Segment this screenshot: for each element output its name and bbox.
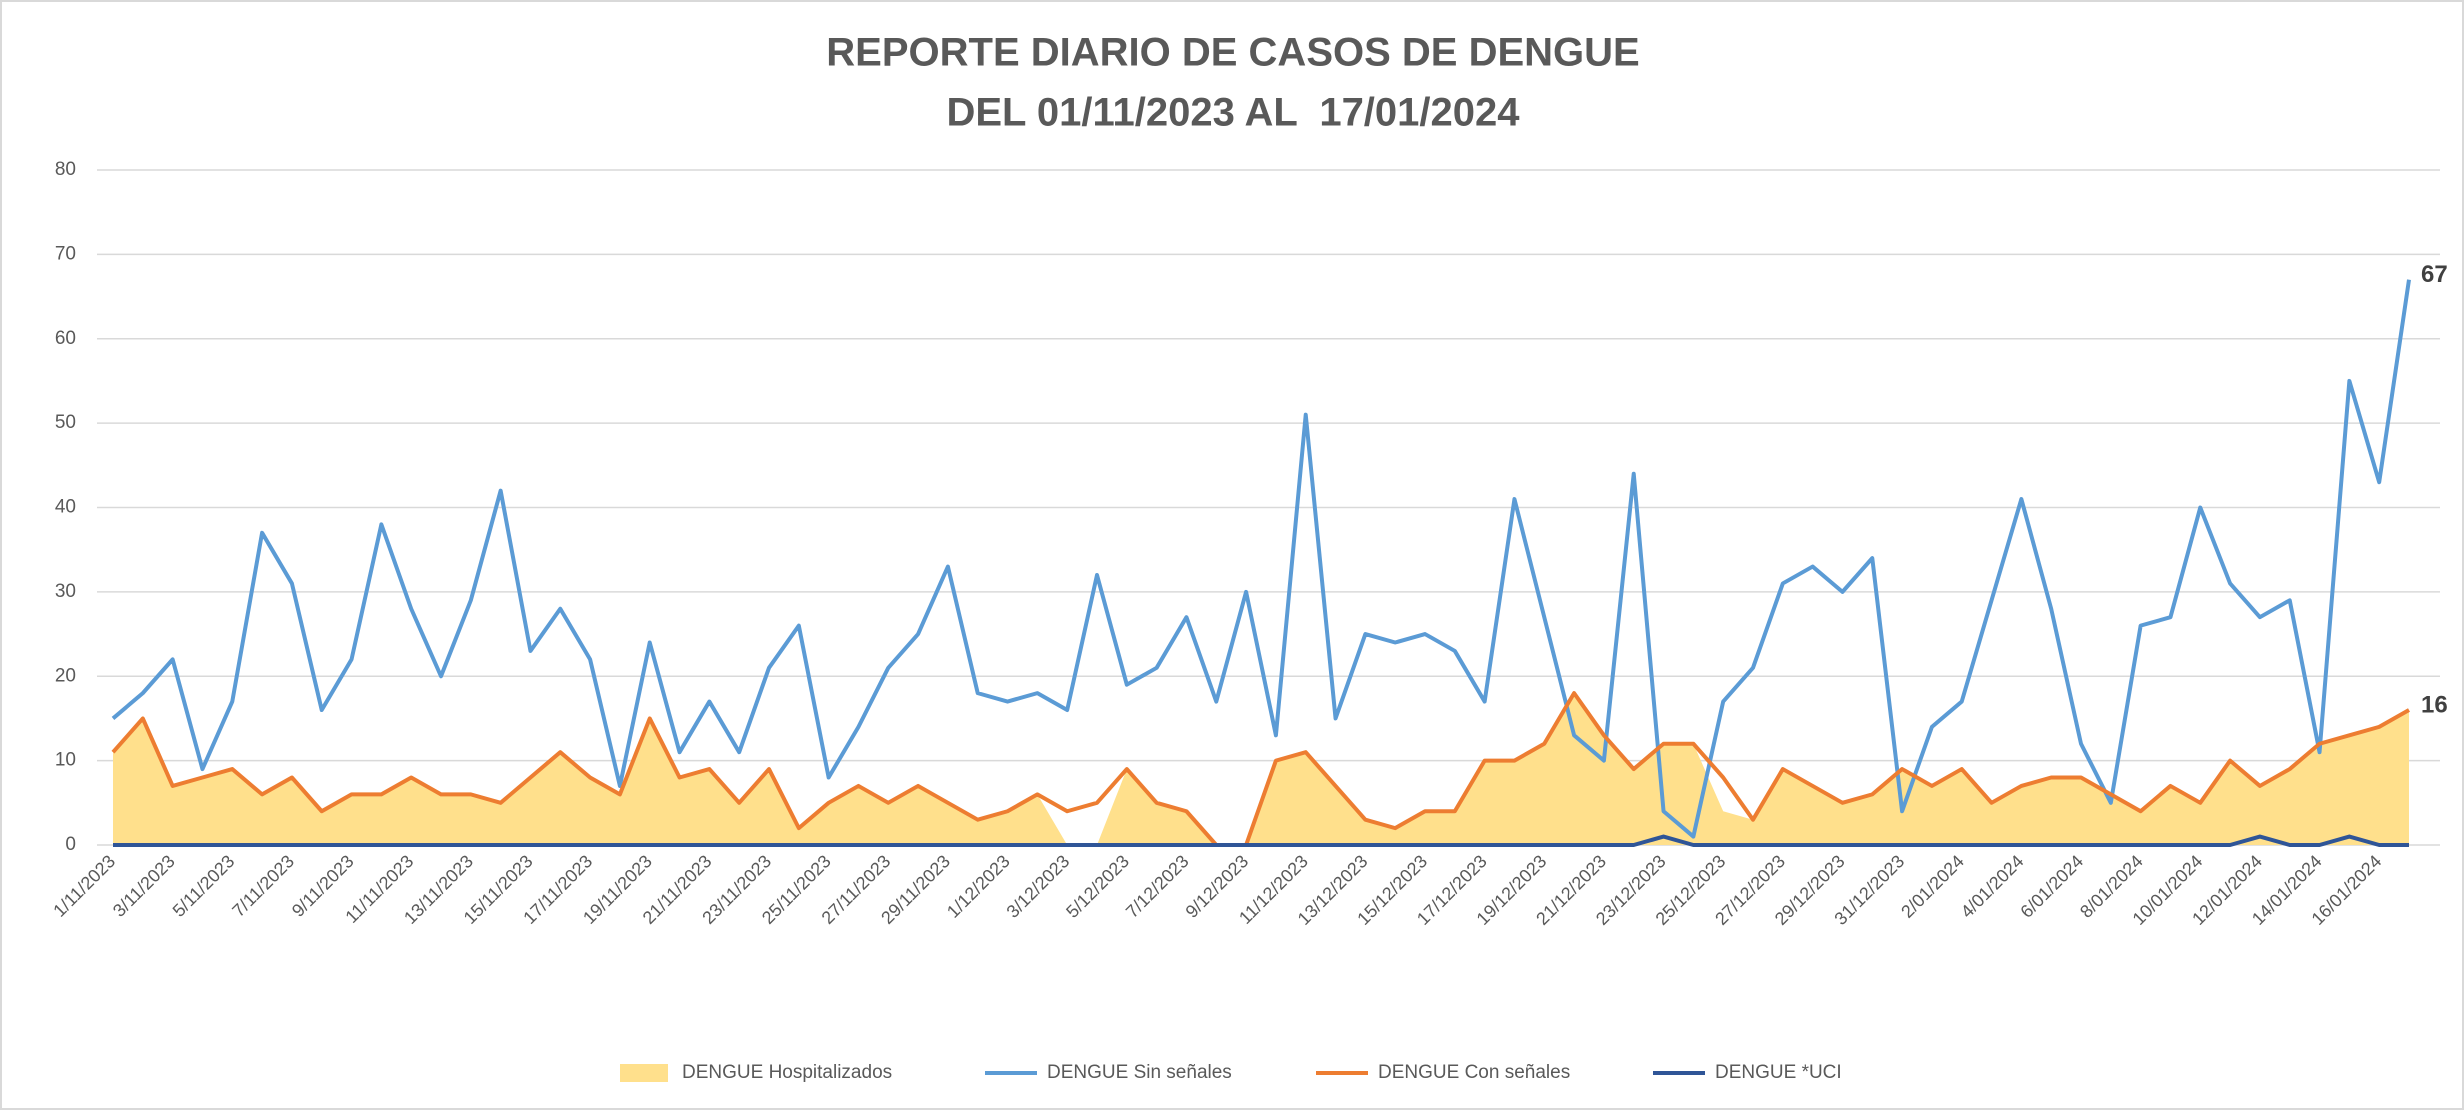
legend-label: DENGUE Hospitalizados [682, 1062, 892, 1083]
line [113, 834, 2409, 847]
y-tick-label: 30 [55, 581, 76, 602]
y-tick-label: 80 [55, 159, 76, 180]
area [113, 693, 2409, 845]
y-tick-label: 50 [55, 412, 76, 433]
y-tick-label: 40 [55, 497, 76, 518]
y-tick-label: 60 [55, 328, 76, 349]
data-label: 67 [2421, 261, 2448, 288]
legend-label: DENGUE *UCI [1715, 1062, 1842, 1083]
legend-label: DENGUE Con señales [1378, 1062, 1570, 1083]
y-tick-label: 0 [65, 834, 76, 855]
y-tick-label: 20 [55, 665, 76, 686]
y-tick-label: 70 [55, 243, 76, 264]
y-tick-label: 10 [55, 750, 76, 771]
chart-title: REPORTE DIARIO DE CASOS DE DENGUE [826, 31, 1639, 75]
chart-subtitle: DEL 01/11/2023 AL 17/01/2024 [946, 91, 1520, 135]
data-label: 16 [2421, 691, 2448, 718]
line [111, 279, 2411, 839]
line [111, 691, 2410, 847]
legend-label: DENGUE Sin señales [1047, 1062, 1232, 1083]
legend-swatch [620, 1064, 668, 1082]
